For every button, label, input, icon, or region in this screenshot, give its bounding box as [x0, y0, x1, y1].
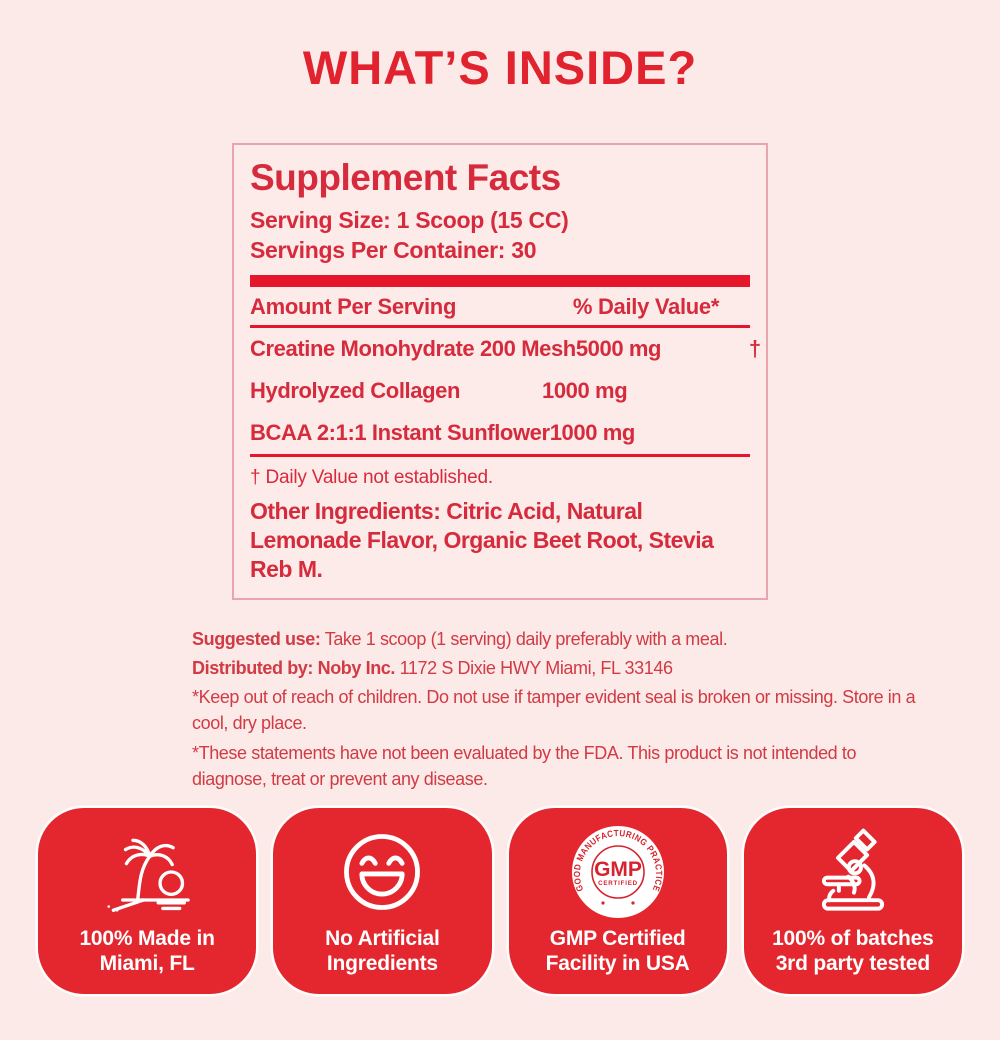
- fact-row: BCAA 2:1:1 Instant Sunflower 1000 mg: [250, 412, 750, 454]
- serving-size: Serving Size: 1 Scoop (15 CC): [250, 207, 569, 234]
- icon-wrap: [91, 821, 203, 923]
- supplement-facts-panel: Supplement Facts Serving Size: 1 Scoop (…: [232, 143, 768, 601]
- other-ingredients-label: Other Ingredients:: [250, 498, 441, 525]
- badge-label-line2: Miami, FL: [99, 951, 195, 975]
- badge-card-no-artificial: No Artificial Ingredients: [273, 807, 492, 994]
- infographic-page: WHAT’S INSIDE? Supplement Facts Serving …: [0, 40, 1000, 994]
- icon-wrap: [334, 821, 430, 923]
- badge-cards-row: 100% Made in Miami, FL No Artificial Ing…: [38, 807, 962, 994]
- distributed-by-text: 1172 S Dixie HWY Miami, FL 33146: [399, 658, 673, 679]
- suggested-use-label: Suggested use:: [192, 629, 321, 650]
- ingredient-amount: 1000 mg: [542, 378, 628, 404]
- ingredient-dv: [692, 378, 750, 404]
- ingredient-name: BCAA 2:1:1 Instant Sunflower: [250, 420, 550, 446]
- distributed-by-label: Distributed by: Noby Inc.: [192, 658, 396, 679]
- daily-value-footnote: † Daily Value not established.: [250, 467, 493, 489]
- col-daily-value: % Daily Value*: [572, 294, 720, 320]
- badge-label-line1: No Artificial: [325, 926, 440, 950]
- warning-tamper: *Keep out of reach of children. Do not u…: [192, 687, 916, 734]
- ingredient-amount: 5000 mg: [575, 336, 662, 362]
- badge-label: 100% of batches 3rd party tested: [772, 927, 934, 977]
- fact-row: Hydrolyzed Collagen 1000 mg: [250, 370, 750, 412]
- badge-label-line2: 3rd party tested: [775, 951, 931, 975]
- badge-label-line2: Ingredients: [326, 951, 438, 975]
- badge-card-made-in-miami: 100% Made in Miami, FL: [38, 807, 257, 994]
- usage-block: Suggested use: Take 1 scoop (1 serving) …: [192, 626, 922, 792]
- warning-fda: *These statements have not been evaluate…: [192, 742, 857, 789]
- other-ingredients-text: Citric Acid, Natural Lemonade Flavor, Or…: [250, 498, 714, 583]
- gmp-center-text: GMP: [594, 858, 642, 881]
- laughing-smiley-icon: [344, 834, 421, 910]
- icon-wrap: [801, 821, 905, 923]
- icon-wrap: GOOD MANUFACTURING PRACTICE GMP CERTIFIE…: [568, 821, 668, 923]
- badge-label-line1: 100% of batches: [772, 926, 934, 950]
- ingredient-name: Hydrolyzed Collagen: [250, 378, 460, 404]
- badge-label-line2: Facility in USA: [545, 951, 690, 975]
- divider-thin: [250, 454, 750, 458]
- divider-thick: [250, 275, 750, 288]
- suggested-use-text: Take 1 scoop (1 serving) daily preferabl…: [324, 629, 728, 650]
- badge-card-third-party-tested: 100% of batches 3rd party tested: [743, 807, 962, 994]
- servings-per-container: Servings Per Container: 30: [250, 237, 537, 264]
- page-title: WHAT’S INSIDE?: [302, 41, 698, 94]
- badge-label: No Artificial Ingredients: [325, 926, 440, 977]
- ingredient-dv: [700, 420, 758, 446]
- badge-label-line1: 100% Made in: [79, 926, 215, 950]
- divider-thin: [250, 325, 750, 329]
- badge-card-gmp-certified: GOOD MANUFACTURING PRACTICE GMP CERTIFIE…: [508, 807, 727, 994]
- facts-heading: Supplement Facts: [250, 157, 561, 198]
- gmp-certified-badge-icon: GOOD MANUFACTURING PRACTICE GMP CERTIFIE…: [572, 825, 664, 918]
- ingredient-name: Creatine Monohydrate 200 Mesh: [250, 336, 576, 362]
- microscope-icon: [821, 828, 884, 911]
- badge-label: 100% Made in Miami, FL: [79, 926, 215, 977]
- distributed-by-line: Distributed by: Noby Inc. 1172 S Dixie H…: [192, 655, 922, 681]
- badge-label: GMP Certified Facility in USA: [546, 927, 690, 977]
- badge-label-line1: GMP Certified: [549, 926, 686, 950]
- gmp-sub-text: CERTIFIED: [598, 880, 638, 887]
- col-amount-per-serving: Amount Per Serving: [250, 294, 457, 320]
- ingredient-dv: †: [748, 336, 761, 362]
- other-ingredients: Other Ingredients: Citric Acid, Natural …: [250, 497, 750, 584]
- suggested-use-line: Suggested use: Take 1 scoop (1 serving) …: [192, 626, 922, 652]
- palm-tree-beach-icon: [107, 838, 190, 912]
- facts-column-headers: Amount Per Serving % Daily Value*: [250, 294, 750, 320]
- ingredient-amount: 1000 mg: [549, 420, 636, 446]
- fact-row: Creatine Monohydrate 200 Mesh 5000 mg †: [250, 328, 761, 370]
